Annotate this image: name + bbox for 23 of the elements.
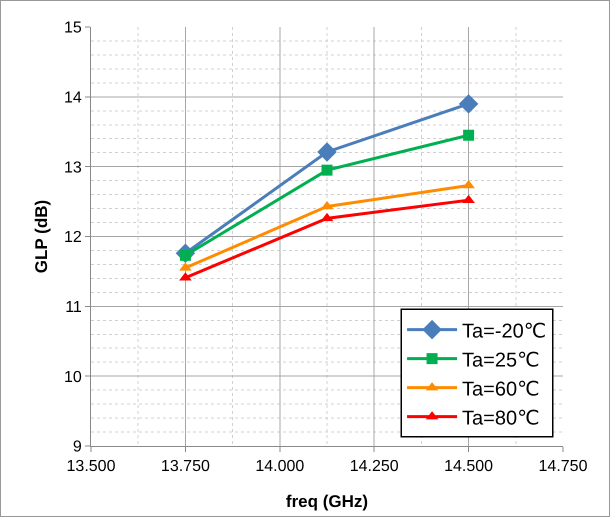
y-tick-label: 9 [72,438,82,456]
x-tick-label: 14.000 [255,458,304,476]
x-axis-title: freq (GHz) [286,492,368,511]
x-tick-label: 14.500 [444,458,494,476]
y-tick-label: 10 [64,368,82,386]
point [317,142,337,162]
x-tick-label: 14.750 [538,458,588,476]
x-tick-label: 13.750 [160,458,210,476]
point [463,130,474,141]
legend-label: Ta=80℃ [462,407,540,430]
x-tick-label: 14.250 [350,458,399,476]
legend-label: Ta=60℃ [462,378,540,400]
y-tick-label: 12 [64,229,82,246]
y-tick-label: 15 [64,20,82,37]
point [458,94,478,114]
legend-label: Ta=-20℃ [462,320,546,342]
y-axis-title: GLP (dB) [32,200,51,274]
y-tick-label: 13 [64,159,82,176]
y-tick-label: 11 [65,298,82,316]
y-tick-label: 14 [64,89,82,106]
x-tick-label: 13.500 [66,458,116,476]
legend-label: Ta=25℃ [462,349,540,372]
point [322,164,332,176]
